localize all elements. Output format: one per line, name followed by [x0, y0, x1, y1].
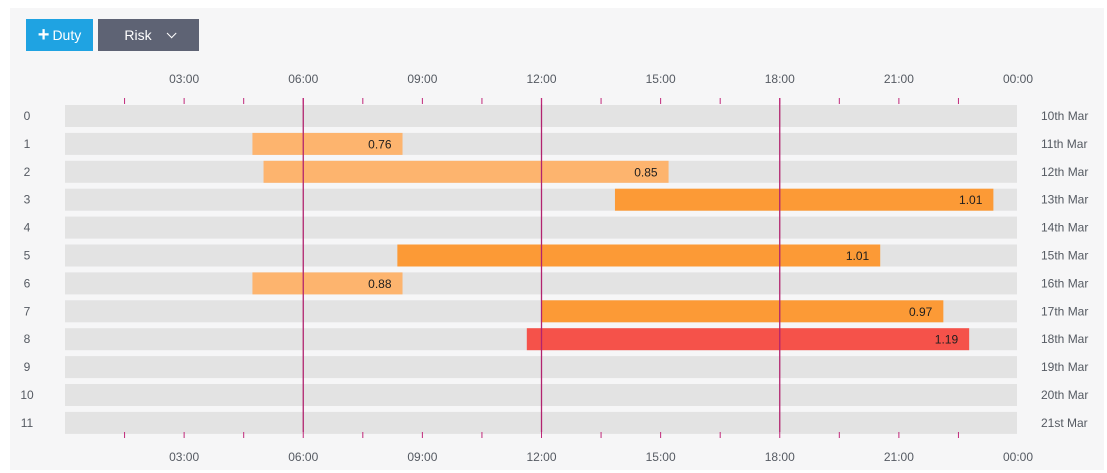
duty-risk-label: 1.01	[846, 249, 870, 263]
x-tick-label-top: 09:00	[407, 72, 437, 86]
row-index-label: 4	[24, 221, 31, 235]
x-tick-label-top: 18:00	[765, 72, 795, 86]
x-tick-label-bottom: 18:00	[765, 450, 795, 464]
row-index-label: 0	[24, 109, 31, 123]
row-index-label: 2	[24, 165, 31, 179]
row-date-label: 11th Mar	[1041, 137, 1087, 151]
duty-bar	[541, 300, 944, 323]
x-tick-label-bottom: 03:00	[169, 450, 199, 464]
duty-bar	[252, 272, 403, 295]
duty-risk-label: 1.19	[935, 333, 959, 347]
duty-risk-label: 0.88	[368, 277, 392, 291]
x-tick-label-bottom: 12:00	[526, 450, 556, 464]
row-date-label: 15th Mar	[1041, 249, 1088, 263]
row-date-label: 12th Mar	[1041, 165, 1088, 179]
duty-risk-label: 0.76	[368, 137, 392, 151]
row-index-label: 5	[24, 249, 31, 263]
row-index-label: 10	[20, 388, 34, 402]
duty-bar	[526, 328, 970, 351]
row-index-label: 8	[24, 332, 31, 346]
plus-icon: +	[37, 24, 50, 46]
row-index-label: 6	[24, 276, 31, 290]
x-tick-label-bottom: 21:00	[884, 450, 914, 464]
x-tick-label-bottom: 00:00	[1003, 450, 1033, 464]
risk-dropdown-label: Risk	[124, 27, 152, 43]
risk-dropdown[interactable]: Risk	[98, 19, 199, 51]
row-date-label: 17th Mar	[1041, 304, 1088, 318]
x-tick-label-top: 15:00	[646, 72, 676, 86]
row-date-label: 13th Mar	[1041, 193, 1088, 207]
add-duty-label: Duty	[52, 27, 82, 43]
row-date-label: 10th Mar	[1041, 109, 1088, 123]
row-date-label: 20th Mar	[1041, 388, 1088, 402]
duty-bar	[263, 160, 669, 183]
x-tick-label-top: 12:00	[526, 72, 556, 86]
row-index-label: 11	[21, 416, 34, 430]
duty-bar	[252, 132, 403, 155]
x-tick-label-top: 00:00	[1003, 72, 1033, 86]
duty-risk-label: 0.97	[909, 305, 933, 319]
x-tick-label-bottom: 15:00	[646, 450, 676, 464]
x-tick-label-top: 06:00	[288, 72, 318, 86]
duty-risk-label: 1.01	[959, 193, 983, 207]
duty-bar	[614, 188, 994, 211]
x-tick-label-top: 03:00	[169, 72, 199, 86]
row-date-label: 21st Mar	[1041, 416, 1088, 430]
row-date-label: 19th Mar	[1041, 360, 1088, 374]
duty-risk-label: 0.85	[634, 165, 658, 179]
x-tick-label-bottom: 09:00	[407, 450, 437, 464]
add-duty-button[interactable]: + Duty	[26, 19, 93, 51]
row-date-label: 14th Mar	[1041, 221, 1088, 235]
x-tick-label-bottom: 06:00	[288, 450, 318, 464]
duty-bar	[397, 244, 881, 267]
row-index-label: 3	[24, 193, 31, 207]
row-index-label: 7	[24, 304, 31, 318]
row-index-label: 9	[24, 360, 31, 374]
row-date-label: 16th Mar	[1041, 276, 1088, 290]
row-date-label: 18th Mar	[1041, 332, 1088, 346]
x-tick-label-top: 21:00	[884, 72, 914, 86]
row-index-label: 1	[24, 137, 31, 151]
